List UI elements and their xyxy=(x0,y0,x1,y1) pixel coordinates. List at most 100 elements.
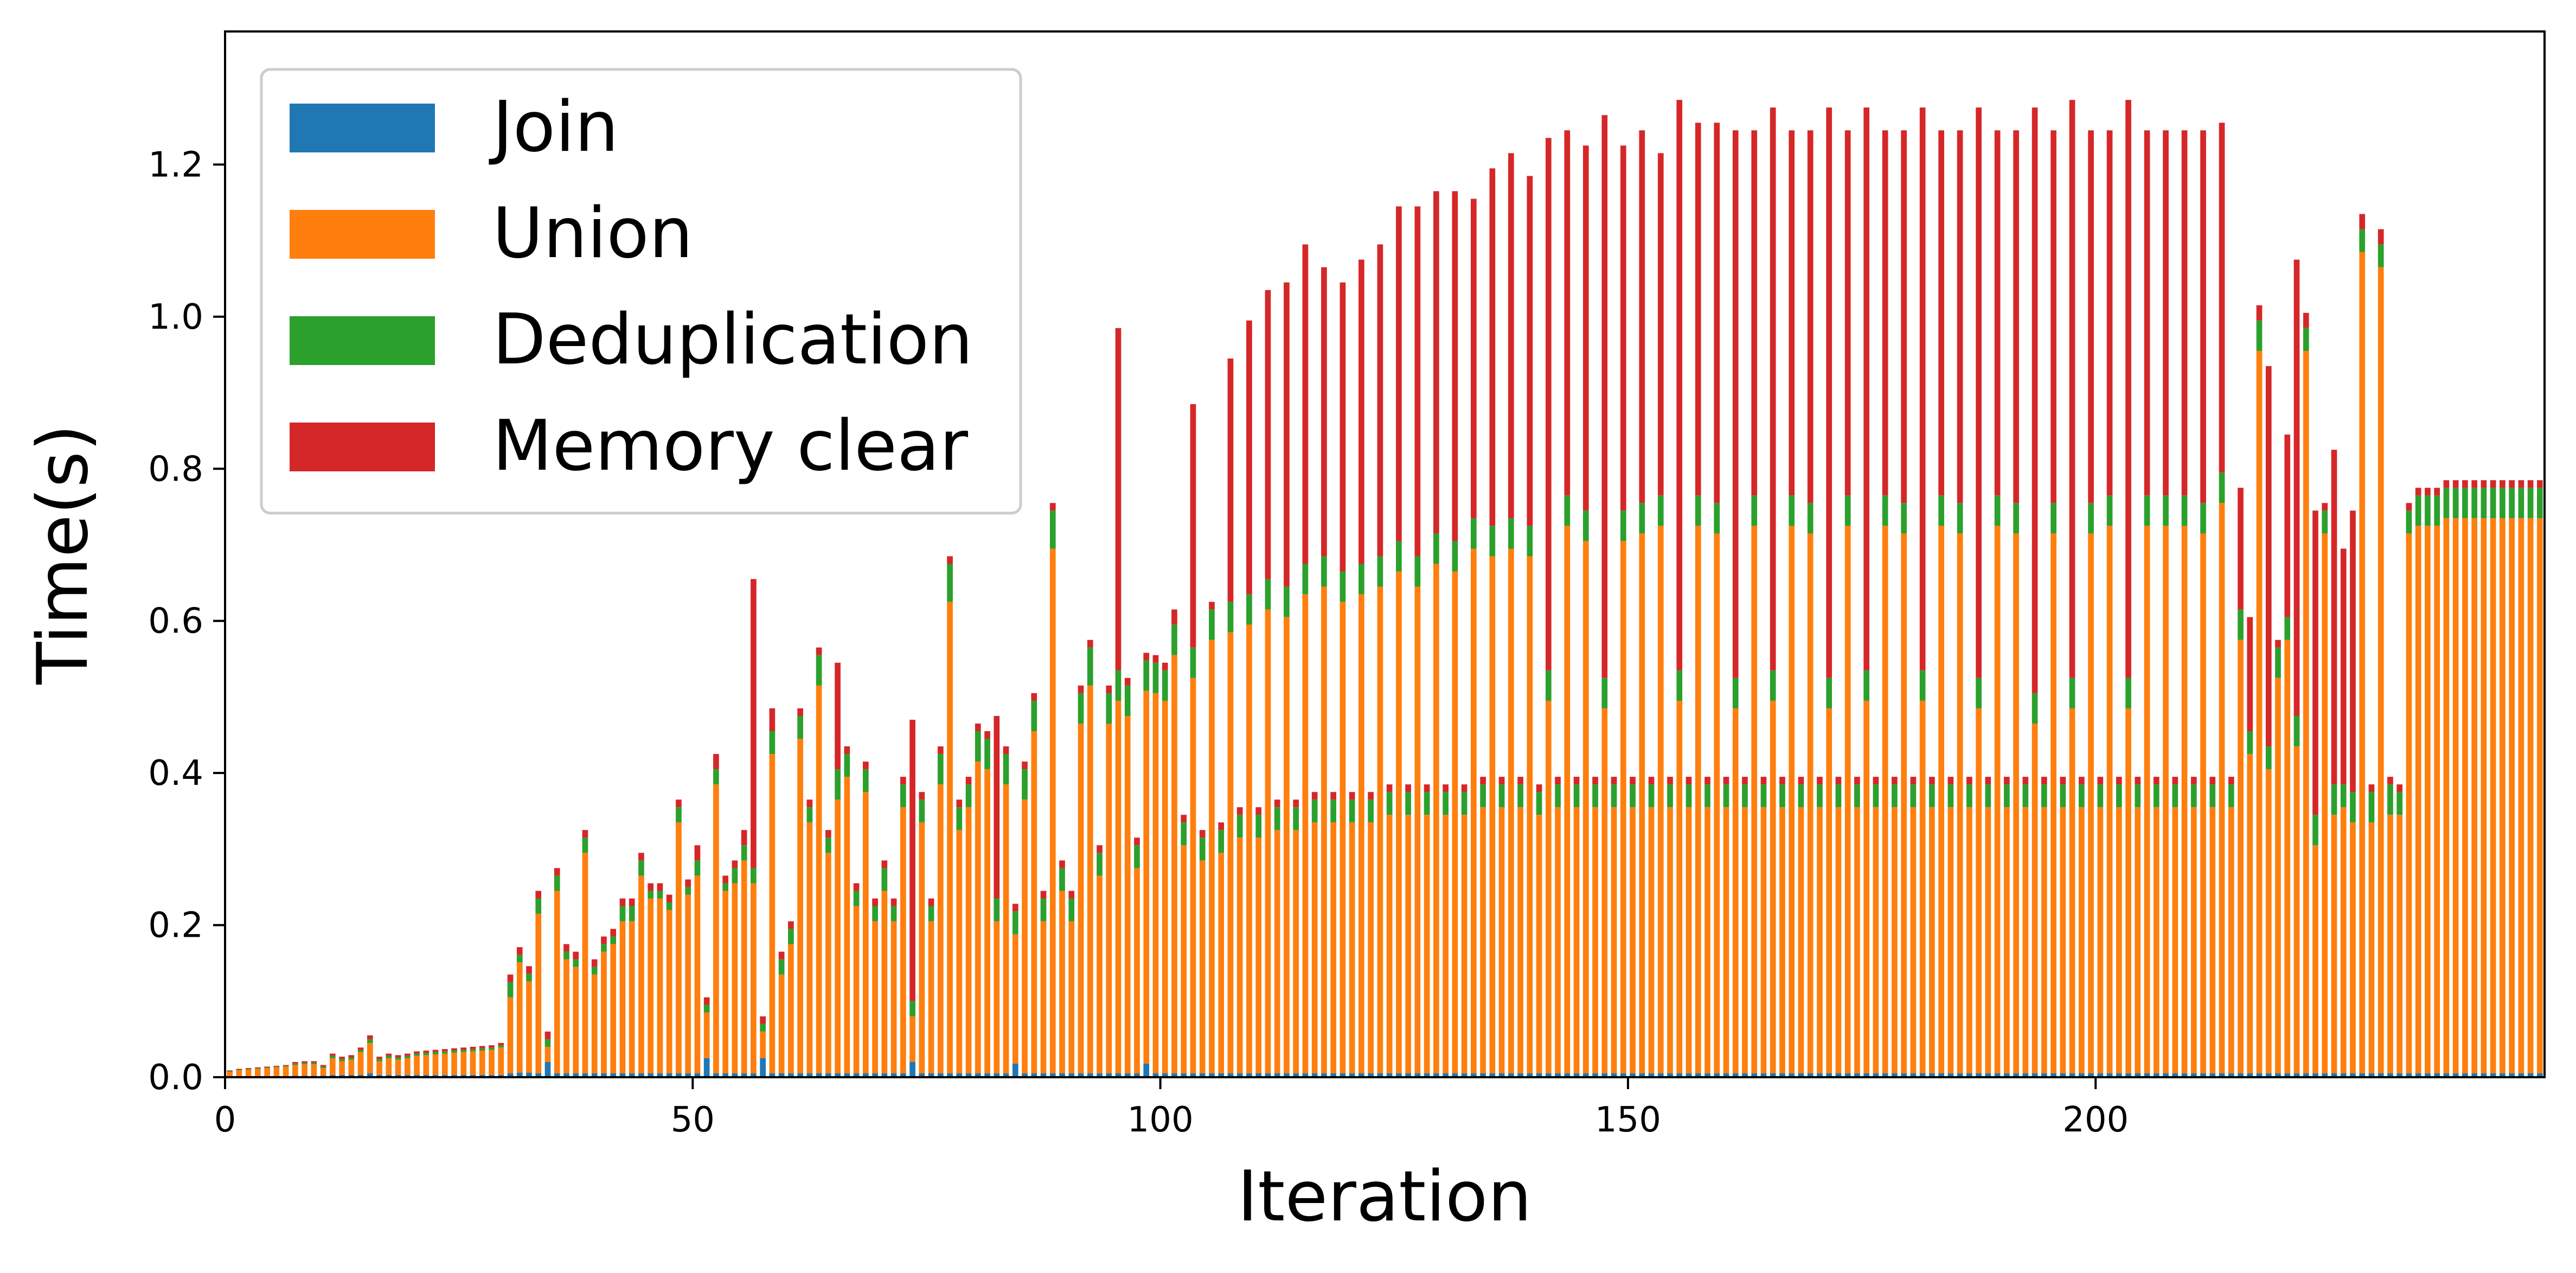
bar-segment-memory-clear xyxy=(507,974,514,982)
bar-segment-deduplication xyxy=(2069,677,2075,708)
bar-segment-memory-clear xyxy=(2247,617,2253,732)
bar-segment-deduplication xyxy=(1854,784,1860,808)
bar-segment-memory-clear xyxy=(2443,480,2450,488)
bar-segment-memory-clear xyxy=(1236,807,1243,815)
bar-segment-deduplication xyxy=(1190,647,1196,678)
bar-segment-union xyxy=(535,913,542,1073)
bar-segment-union xyxy=(404,1058,411,1075)
bar-segment-memory-clear xyxy=(395,1055,401,1058)
bar-segment-memory-clear xyxy=(1209,602,1215,610)
bar-segment-union xyxy=(255,1069,261,1077)
bar-segment-join xyxy=(544,1061,551,1077)
bar-segment-join xyxy=(1377,1073,1383,1077)
bar-segment-join xyxy=(1078,1073,1084,1077)
bar-segment-deduplication xyxy=(853,891,860,906)
bar-segment-memory-clear xyxy=(1443,784,1449,792)
bar-segment-join xyxy=(2387,1073,2393,1077)
bar-segment-deduplication xyxy=(1844,495,1851,526)
bar-segment-union xyxy=(2275,677,2281,1073)
bar-segment-union xyxy=(470,1051,476,1075)
bar-segment-deduplication xyxy=(1209,609,1215,640)
bar-segment-memory-clear xyxy=(1938,130,1944,496)
bar-segment-memory-clear xyxy=(1611,777,1617,785)
bar-segment-deduplication xyxy=(2425,495,2431,526)
bar-segment-memory-clear xyxy=(311,1061,317,1063)
bar-segment-union xyxy=(1302,594,1309,1073)
bar-segment-memory-clear xyxy=(1274,799,1280,808)
bar-segment-union xyxy=(2322,533,2328,1073)
bar-segment-union xyxy=(1143,690,1150,1064)
bar-segment-union xyxy=(2172,807,2178,1073)
bar-segment-deduplication xyxy=(1097,853,1103,876)
bar-segment-deduplication xyxy=(1115,670,1122,701)
bar-segment-deduplication xyxy=(2219,472,2225,503)
bar-segment-memory-clear xyxy=(1115,328,1122,670)
bar-segment-join xyxy=(1012,1063,1018,1077)
bar-segment-join xyxy=(1097,1073,1103,1077)
bar-segment-join xyxy=(2172,1073,2178,1077)
bar-segment-union xyxy=(2247,754,2253,1073)
bar-segment-memory-clear xyxy=(264,1066,270,1067)
bar-segment-memory-clear xyxy=(676,799,682,808)
bar-segment-join xyxy=(2490,1073,2496,1077)
bar-segment-union xyxy=(1040,921,1047,1073)
bar-segment-memory-clear xyxy=(1377,244,1383,556)
bar-segment-union xyxy=(1236,837,1243,1073)
bar-segment-memory-clear xyxy=(788,921,794,929)
bar-segment-memory-clear xyxy=(2509,480,2515,488)
bar-segment-union xyxy=(703,1012,710,1058)
bar-segment-union xyxy=(1639,533,1645,1073)
bar-segment-union xyxy=(1162,700,1168,1073)
bar-segment-deduplication xyxy=(544,1039,551,1047)
bar-segment-memory-clear xyxy=(1049,503,1056,511)
bar-segment-deduplication xyxy=(1293,807,1299,830)
bar-segment-join xyxy=(1985,1073,1991,1077)
bar-segment-deduplication xyxy=(292,1063,298,1065)
bar-segment-deduplication xyxy=(2116,784,2122,808)
bar-segment-memory-clear xyxy=(367,1035,373,1039)
bar-segment-deduplication xyxy=(1349,799,1355,823)
bar-segment-memory-clear xyxy=(657,883,663,891)
bar-segment-deduplication xyxy=(2331,784,2337,815)
bar-segment-union xyxy=(2060,807,2066,1073)
bar-segment-memory-clear xyxy=(1433,191,1439,534)
bar-segment-join xyxy=(685,1073,691,1077)
bar-segment-union xyxy=(227,1072,233,1077)
bar-segment-join xyxy=(2219,1073,2225,1077)
bar-segment-deduplication xyxy=(367,1039,373,1043)
bar-segment-memory-clear xyxy=(1714,123,1720,503)
bar-segment-union xyxy=(1686,807,1692,1073)
bar-segment-join xyxy=(900,1073,906,1077)
bar-segment-union xyxy=(1620,541,1626,1073)
bar-segment-join xyxy=(2471,1073,2477,1077)
bar-segment-union xyxy=(2471,518,2477,1073)
y-tick-label: 1.2 xyxy=(148,145,203,185)
bar-segment-join xyxy=(1265,1073,1271,1077)
bar-segment-memory-clear xyxy=(778,951,785,959)
bar-segment-union xyxy=(1470,548,1477,1073)
bar-segment-union xyxy=(965,807,972,1073)
bar-segment-union xyxy=(582,853,588,1073)
bar-segment-memory-clear xyxy=(947,556,953,564)
bar-segment-memory-clear xyxy=(479,1046,485,1048)
bar-segment-join xyxy=(1676,1073,1683,1077)
bar-segment-union xyxy=(1087,685,1093,1073)
bar-segment-union xyxy=(2032,723,2038,1073)
bar-segment-join xyxy=(2340,1073,2347,1077)
bar-segment-deduplication xyxy=(1162,670,1168,701)
bar-segment-deduplication xyxy=(2312,815,2318,846)
bar-segment-deduplication xyxy=(984,739,990,770)
bar-segment-deduplication xyxy=(2228,784,2234,808)
bar-segment-deduplication xyxy=(1246,594,1252,625)
bar-segment-union xyxy=(984,769,990,1073)
bar-segment-memory-clear xyxy=(2406,503,2412,511)
bar-segment-join xyxy=(1667,1073,1673,1077)
bar-segment-memory-clear xyxy=(1592,777,1598,785)
bar-segment-join xyxy=(1770,1073,1776,1077)
bar-segment-union xyxy=(1498,807,1505,1073)
bar-segment-union xyxy=(2537,518,2543,1073)
bar-segment-join xyxy=(582,1073,588,1077)
bar-segment-union xyxy=(1480,807,1486,1073)
bar-segment-union xyxy=(1508,548,1514,1073)
bar-segment-union xyxy=(1199,860,1206,1073)
